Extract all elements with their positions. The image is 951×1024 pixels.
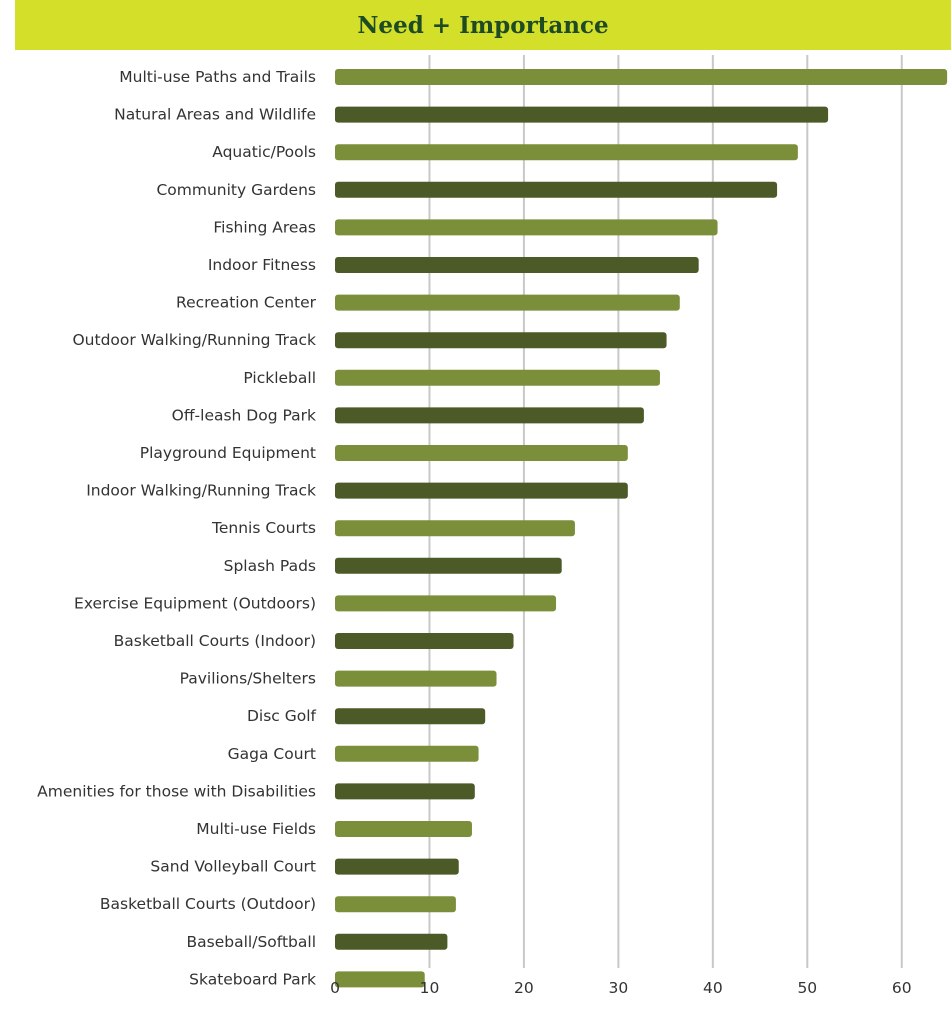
bar xyxy=(335,557,562,574)
x-tick-label: 40 xyxy=(703,979,723,997)
category-label: Pickleball xyxy=(243,369,316,387)
x-axis-tick-labels: 0 10 20 30 40 50 60 xyxy=(330,979,912,997)
category-label: Basketball Courts (Outdoor) xyxy=(100,895,316,913)
bar xyxy=(335,783,475,800)
x-tick-label: 30 xyxy=(609,979,629,997)
category-label: Recreation Center xyxy=(176,294,317,312)
bar xyxy=(335,933,448,950)
bar xyxy=(335,106,829,123)
bar xyxy=(335,144,798,161)
x-tick-label: 0 xyxy=(330,979,340,997)
bar xyxy=(335,595,557,612)
chart-title-bar: Need + Importance xyxy=(15,0,951,50)
bar xyxy=(335,294,680,311)
category-label: Community Gardens xyxy=(156,181,316,199)
x-tick-label: 20 xyxy=(514,979,534,997)
bar xyxy=(335,219,718,236)
category-label: Fishing Areas xyxy=(213,218,316,236)
category-label: Baseball/Softball xyxy=(187,933,316,951)
category-label: Multi-use Fields xyxy=(196,820,316,838)
category-label: Amenities for those with Disabilities xyxy=(37,782,316,800)
category-label: Natural Areas and Wildlife xyxy=(114,106,316,124)
category-label: Playground Equipment xyxy=(140,444,316,462)
bar xyxy=(335,369,660,386)
gridlines xyxy=(428,55,903,968)
category-label: Sand Volleyball Court xyxy=(150,858,316,876)
category-label: Indoor Fitness xyxy=(208,256,316,274)
category-label: Basketball Courts (Indoor) xyxy=(114,632,316,650)
chart-title: Need + Importance xyxy=(357,11,609,39)
bar xyxy=(335,670,497,687)
category-label: Exercise Equipment (Outdoors) xyxy=(74,594,316,612)
bar xyxy=(335,332,667,349)
bar xyxy=(335,745,479,762)
category-label: Pavilions/Shelters xyxy=(180,670,316,688)
x-tick-label: 10 xyxy=(420,979,440,997)
category-label: Aquatic/Pools xyxy=(212,143,316,161)
bar xyxy=(335,181,778,198)
bar xyxy=(335,896,456,913)
category-label: Gaga Court xyxy=(228,745,316,763)
category-label: Tennis Courts xyxy=(211,519,316,537)
bar xyxy=(335,971,425,988)
bar xyxy=(335,858,459,875)
bar xyxy=(335,520,575,537)
bar xyxy=(335,821,472,837)
category-label: Splash Pads xyxy=(224,557,316,575)
bar xyxy=(335,69,948,85)
category-label: Indoor Walking/Running Track xyxy=(86,482,316,500)
category-label: Skateboard Park xyxy=(189,970,316,988)
bars xyxy=(335,69,948,988)
bar xyxy=(335,445,628,461)
category-label: Off-leash Dog Park xyxy=(172,406,316,424)
bar xyxy=(335,482,628,499)
bar xyxy=(335,407,644,424)
category-label: Outdoor Walking/Running Track xyxy=(72,331,316,349)
bar xyxy=(335,708,486,725)
x-tick-label: 60 xyxy=(892,979,912,997)
x-tick-label: 50 xyxy=(797,979,817,997)
category-label: Disc Golf xyxy=(247,707,317,725)
bar xyxy=(335,257,699,273)
category-label: Multi-use Paths and Trails xyxy=(119,68,316,86)
category-labels: Multi-use Paths and Trails Natural Areas … xyxy=(37,68,316,988)
bar xyxy=(335,633,514,649)
